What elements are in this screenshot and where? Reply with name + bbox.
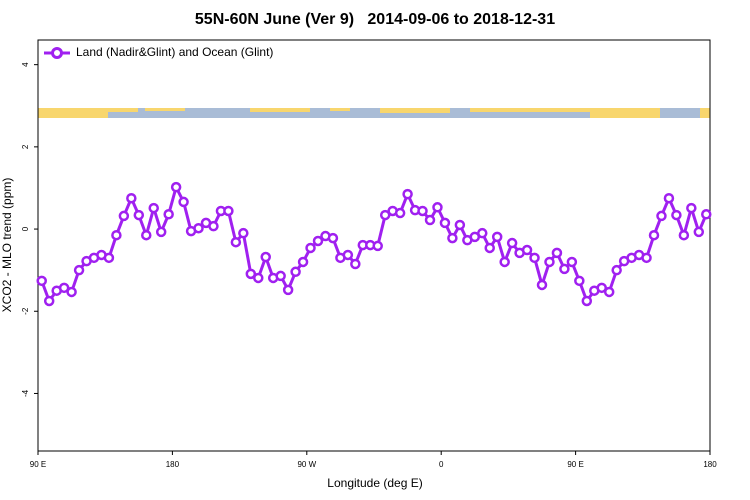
x-tick-label: 180	[703, 460, 717, 469]
y-axis-label: XCO2 - MLO trend (ppm)	[0, 178, 14, 313]
point	[297, 256, 309, 268]
point	[208, 220, 219, 232]
point	[305, 242, 316, 254]
point	[163, 209, 174, 220]
y-tick-label: -4	[21, 389, 30, 397]
point	[581, 295, 593, 307]
x-tick-label: 90 W	[297, 460, 316, 469]
point	[574, 275, 585, 287]
point	[178, 196, 189, 208]
point	[402, 188, 413, 200]
point	[656, 210, 667, 222]
point	[133, 209, 145, 221]
point	[245, 268, 257, 280]
point	[447, 232, 458, 244]
map-strip	[38, 108, 710, 118]
point	[260, 251, 271, 263]
point	[596, 282, 607, 294]
point	[536, 279, 548, 291]
point	[678, 229, 690, 241]
legend: Land (Nadir&Glint) and Ocean (Glint)	[44, 45, 273, 59]
legend-marker	[51, 47, 63, 59]
point	[663, 192, 675, 204]
point	[148, 202, 159, 214]
point	[73, 264, 85, 276]
x-axis-label: Longitude (deg E)	[327, 476, 422, 490]
point	[394, 207, 406, 219]
point	[648, 229, 660, 241]
point	[342, 249, 354, 261]
legend-label: Land (Nadir&Glint) and Ocean (Glint)	[76, 45, 273, 59]
point	[424, 214, 436, 226]
point	[484, 242, 495, 254]
point	[641, 252, 652, 264]
point	[566, 256, 578, 268]
x-tick-label: 90 E	[567, 460, 583, 469]
point	[671, 209, 682, 221]
point	[544, 256, 555, 268]
point	[506, 237, 518, 249]
point	[521, 244, 533, 256]
point	[491, 231, 503, 243]
point	[693, 226, 705, 238]
point	[282, 284, 294, 296]
point	[417, 205, 428, 217]
point	[611, 264, 622, 276]
point	[439, 217, 451, 229]
point	[193, 222, 204, 234]
x-tick-label: 180	[166, 460, 180, 469]
point	[118, 210, 130, 222]
y-tick-label: -2	[21, 307, 30, 315]
point	[379, 209, 391, 221]
y-tick-label: 0	[21, 226, 30, 231]
x-tick-label: 90 E	[30, 460, 46, 469]
chart-title: 55N-60N June (Ver 9) 2014-09-06 to 2018-…	[195, 11, 555, 28]
point	[223, 205, 234, 217]
point	[551, 247, 563, 259]
point	[290, 266, 301, 278]
point	[36, 275, 47, 287]
point	[230, 236, 242, 248]
point	[155, 226, 167, 238]
point	[111, 229, 122, 241]
plot-frame	[37, 39, 711, 452]
y-tick-label: 4	[21, 62, 30, 67]
point	[477, 227, 488, 239]
point	[66, 286, 77, 298]
point	[170, 181, 182, 193]
point	[350, 258, 361, 270]
point	[529, 252, 540, 264]
point	[275, 270, 286, 282]
point	[312, 235, 324, 247]
point	[603, 286, 615, 298]
point	[559, 263, 570, 275]
point	[454, 219, 466, 231]
y-tick-label: 2	[21, 144, 30, 149]
point	[141, 229, 152, 241]
point	[686, 202, 697, 214]
point	[432, 202, 443, 213]
point	[58, 282, 70, 294]
point	[126, 192, 137, 204]
point	[238, 227, 249, 239]
point	[372, 240, 383, 252]
x-tick-label: 0	[439, 460, 444, 469]
point	[327, 232, 339, 244]
point	[499, 256, 510, 268]
point	[253, 272, 264, 284]
point	[43, 295, 55, 307]
point	[103, 252, 115, 264]
point	[701, 209, 712, 220]
